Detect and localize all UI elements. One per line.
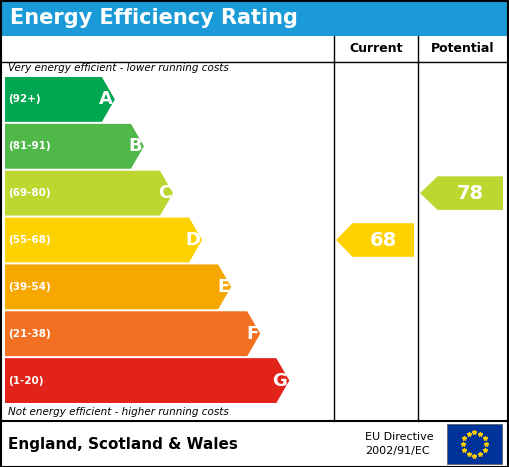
Text: C: C	[158, 184, 171, 202]
Text: (1-20): (1-20)	[8, 375, 43, 386]
Text: EU Directive: EU Directive	[365, 432, 434, 442]
Text: G: G	[272, 372, 287, 389]
Text: 78: 78	[457, 184, 484, 203]
Text: (92+): (92+)	[8, 94, 41, 105]
Text: E: E	[217, 278, 229, 296]
Polygon shape	[420, 177, 503, 210]
Polygon shape	[5, 311, 260, 356]
Polygon shape	[5, 124, 144, 169]
Polygon shape	[5, 358, 289, 403]
Polygon shape	[5, 77, 115, 122]
Text: (69-80): (69-80)	[8, 188, 50, 198]
Text: Energy Efficiency Rating: Energy Efficiency Rating	[10, 8, 298, 28]
Text: A: A	[99, 91, 113, 108]
Text: Not energy efficient - higher running costs: Not energy efficient - higher running co…	[8, 407, 229, 417]
Text: (39-54): (39-54)	[8, 282, 51, 292]
Polygon shape	[5, 171, 173, 216]
Text: 2002/91/EC: 2002/91/EC	[365, 446, 430, 456]
Text: Potential: Potential	[431, 42, 494, 56]
Text: B: B	[128, 137, 142, 156]
Polygon shape	[336, 223, 414, 257]
Text: England, Scotland & Wales: England, Scotland & Wales	[8, 437, 238, 452]
Polygon shape	[5, 218, 202, 262]
Text: 68: 68	[370, 231, 397, 249]
Bar	[447, 424, 502, 464]
Bar	[1, 0, 508, 36]
Text: (55-68): (55-68)	[8, 235, 51, 245]
Text: (81-91): (81-91)	[8, 142, 50, 151]
Text: Current: Current	[349, 42, 403, 56]
Text: D: D	[185, 231, 200, 249]
Text: Very energy efficient - lower running costs: Very energy efficient - lower running co…	[8, 63, 229, 73]
Text: F: F	[246, 325, 258, 343]
Text: (21-38): (21-38)	[8, 329, 51, 339]
Polygon shape	[5, 264, 231, 309]
